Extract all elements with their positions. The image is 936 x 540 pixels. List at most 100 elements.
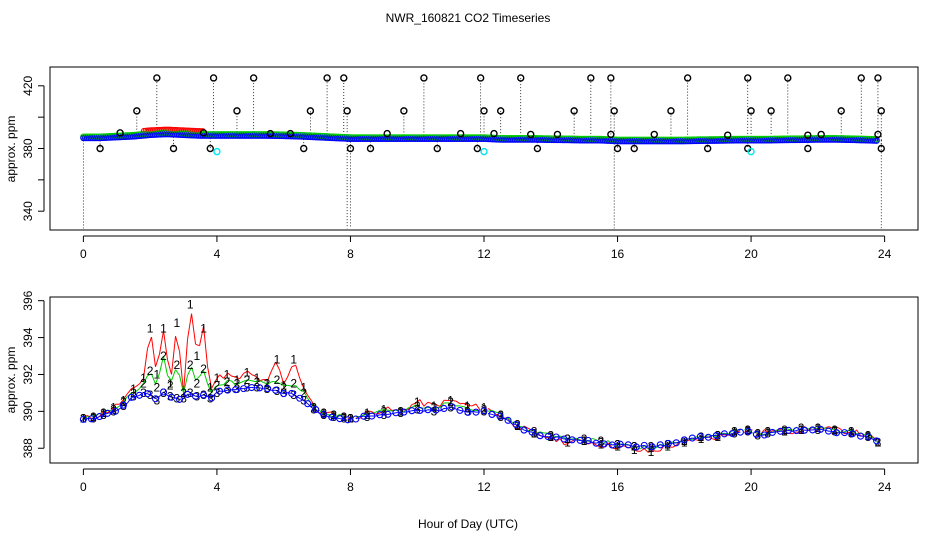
series3-marker: 3 <box>764 426 771 440</box>
bottom-x-tick-label: 8 <box>347 480 354 494</box>
top-outlier-low <box>613 144 622 153</box>
series3-circle <box>376 411 384 419</box>
series2-marker: 2 <box>531 425 538 439</box>
series3-circle <box>143 390 152 398</box>
series2-segment <box>131 391 136 394</box>
series3-marker: 3 <box>364 410 371 424</box>
series2-segment <box>487 409 493 412</box>
series3-segment <box>696 436 701 440</box>
series2-segment <box>223 379 228 386</box>
series1-segment <box>219 374 224 379</box>
series1-segment <box>307 395 313 402</box>
series1-segment <box>127 388 132 394</box>
series1-segment <box>231 375 236 378</box>
series2-segment <box>844 429 849 433</box>
series2-marker: 2 <box>264 377 271 391</box>
series3-segment <box>439 408 445 412</box>
series3-circle <box>792 427 801 435</box>
top-outlier-high <box>744 74 752 82</box>
series3-marker: 3 <box>865 430 872 444</box>
series1-marker: 1 <box>153 367 160 381</box>
x-axis-title: Hour of Day (UTC) <box>418 517 518 531</box>
series2-marker: 2 <box>130 386 137 400</box>
series1-segment <box>175 336 181 352</box>
series1-segment <box>119 399 124 405</box>
series3-segment <box>299 397 304 401</box>
series3-marker: 3 <box>447 401 454 415</box>
series1-segment <box>179 351 185 393</box>
series1-segment <box>856 429 861 436</box>
series2-marker: 2 <box>648 441 655 455</box>
series1-marker: 1 <box>207 380 214 394</box>
series1-marker: 1 <box>464 399 471 413</box>
series1-segment <box>712 438 717 441</box>
series3-circle <box>296 394 304 402</box>
series1-segment <box>150 336 156 367</box>
top-outlier-high <box>857 74 865 82</box>
series1-marker: 1 <box>174 316 181 330</box>
series1-marker: 1 <box>194 349 201 363</box>
series1-segment <box>239 373 245 380</box>
series3-circle <box>135 391 144 399</box>
series1-marker: 1 <box>140 371 147 385</box>
bottom-y-tick-label: 394 <box>21 327 35 347</box>
top-outlier-mid <box>804 131 812 139</box>
series3-circle <box>873 437 881 445</box>
top-outlier-low <box>877 144 885 153</box>
top-outlier-mid <box>383 129 391 138</box>
series1-segment <box>295 365 301 379</box>
series3-segment <box>215 390 220 394</box>
series1-segment <box>563 442 569 446</box>
series3-circle <box>280 390 288 398</box>
series3-segment <box>323 414 328 418</box>
series3-marker: 3 <box>681 434 688 448</box>
series3-marker: 3 <box>100 408 107 422</box>
series3-segment <box>856 434 861 437</box>
series2-marker: 2 <box>364 408 371 422</box>
series2-marker: 2 <box>764 425 771 439</box>
series1-segment <box>123 393 128 400</box>
series3-circle <box>656 441 664 449</box>
series3-segment <box>868 436 873 440</box>
series3-circle <box>600 440 608 448</box>
top-axes: 0 4 8 12 16 20 24 340 380 420 <box>21 75 892 261</box>
series1-marker: 1 <box>364 406 371 420</box>
top-point-series3 <box>873 137 880 144</box>
series3-marker: 3 <box>714 428 721 442</box>
series1-segment <box>451 399 457 402</box>
series3-marker: 3 <box>631 439 638 453</box>
series3-circle <box>400 408 408 416</box>
series3-circle <box>664 439 672 448</box>
series3-segment <box>295 395 300 399</box>
top-panel: approx. ppm 0 4 8 12 16 20 24 340 380 420 <box>4 66 919 261</box>
series1-segment <box>423 401 429 407</box>
series3-segment <box>535 433 541 437</box>
series2-segment <box>467 407 473 411</box>
series2-segment <box>123 396 128 402</box>
series3-segment <box>587 440 593 443</box>
series3-circle <box>672 439 680 447</box>
series1-marker: 1 <box>167 377 174 391</box>
series3-marker: 3 <box>848 426 855 440</box>
series2-marker: 2 <box>664 438 671 452</box>
series3-circle <box>320 410 328 419</box>
series3-marker: 3 <box>224 382 231 396</box>
series1-marker: 1 <box>244 366 251 380</box>
series3-marker: 3 <box>244 380 251 394</box>
series3-segment <box>599 441 605 445</box>
series2-marker: 2 <box>300 386 307 400</box>
series3-circle <box>648 443 656 451</box>
series2-marker: 2 <box>681 434 688 448</box>
top-outlier-high <box>610 107 618 115</box>
series1-segment <box>142 348 148 379</box>
series3-circle <box>768 428 776 436</box>
series2-marker: 2 <box>207 386 214 400</box>
series1-segment <box>131 386 136 389</box>
top-outlier-mid <box>456 129 465 138</box>
series3-marker: 3 <box>200 388 207 402</box>
series2-segment <box>215 384 220 387</box>
series2-marker: 2 <box>381 404 388 418</box>
series1-segment <box>111 403 116 411</box>
series3-marker: 3 <box>381 408 388 422</box>
top-outlier-high <box>340 74 348 82</box>
